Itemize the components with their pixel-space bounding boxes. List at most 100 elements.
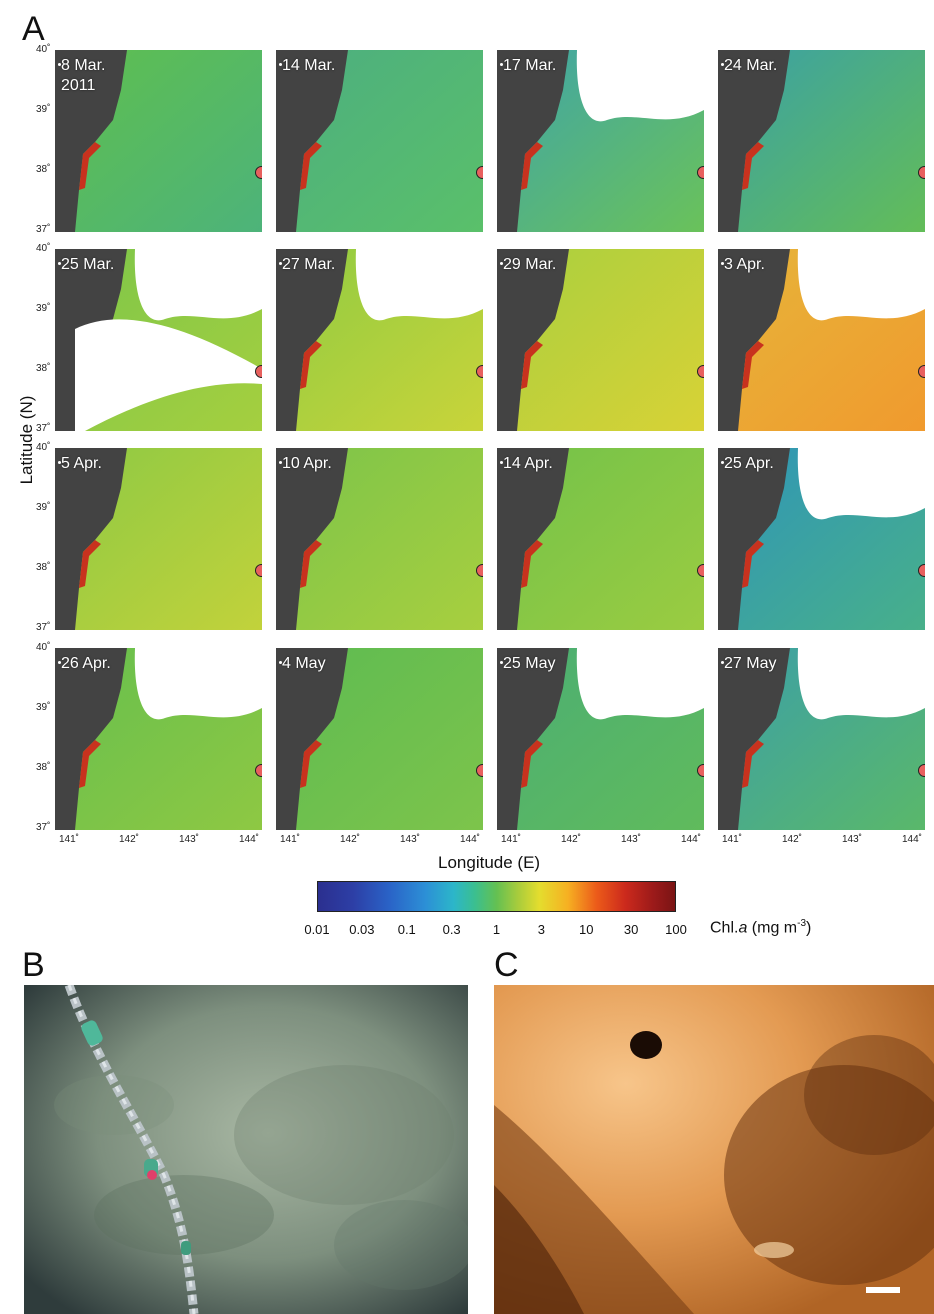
lat-tick-label: 37˚: [36, 822, 51, 833]
cloud-mask: [797, 448, 925, 520]
map-date-label: 5 Apr.: [58, 455, 102, 472]
lon-tick-label: 144˚: [681, 834, 702, 845]
chl-map: 27 May: [718, 648, 925, 830]
lat-tick-label: 38˚: [36, 363, 51, 374]
land-mask: [718, 648, 790, 830]
cloud-mask: [797, 648, 925, 720]
lon-tick-label: 142˚: [561, 834, 582, 845]
chl-map: 8 Mar. 2011: [55, 50, 262, 232]
station-marker: [255, 166, 262, 179]
lat-tick-label: 40˚: [36, 243, 51, 254]
land-mask: [276, 249, 348, 431]
colorbar-tick-label: 30: [623, 922, 639, 937]
map-date-label: 24 Mar.: [720, 57, 778, 74]
land-mask: [718, 448, 790, 630]
coastal-bloom: [521, 142, 543, 190]
coastal-bloom: [742, 142, 764, 190]
land-mask: [55, 448, 127, 630]
chl-map: 14 Mar.: [276, 50, 483, 232]
cloud-mask: [576, 648, 704, 720]
land-mask: [718, 249, 790, 431]
lon-tick-label: 144˚: [239, 834, 260, 845]
chl-map: 4 May: [276, 648, 483, 830]
station-marker: [918, 764, 925, 777]
lat-tick-label: 37˚: [36, 622, 51, 633]
map-date-label: 25 Mar.: [57, 256, 115, 273]
lat-tick-label: 38˚: [36, 164, 51, 175]
scale-bar: [866, 1287, 900, 1293]
station-marker: [476, 764, 483, 777]
land-mask: [497, 50, 569, 232]
coastal-bloom: [300, 540, 322, 588]
chl-map: 14 Apr.: [497, 448, 704, 630]
map-date-label: 14 Apr.: [500, 455, 553, 472]
coastal-bloom: [521, 341, 543, 389]
land-mask: [497, 448, 569, 630]
station-marker: [255, 365, 262, 378]
lon-tick-label: 142˚: [340, 834, 361, 845]
chl-map: 26 Apr.: [55, 648, 262, 830]
lon-tick-label: 141˚: [280, 834, 301, 845]
lat-tick-label: 39˚: [36, 702, 51, 713]
seafloor-photo: [24, 985, 468, 1314]
lat-tick-label: 38˚: [36, 562, 51, 573]
land-mask: [497, 249, 569, 431]
chl-map: 25 May: [497, 648, 704, 830]
station-marker: [918, 365, 925, 378]
chl-map: 24 Mar.: [718, 50, 925, 232]
map-date-label: 29 Mar.: [499, 256, 557, 273]
colorbar-tick-label: 0.3: [442, 922, 461, 937]
chl-map: 27 Mar.: [276, 249, 483, 431]
chl-map: 29 Mar.: [497, 249, 704, 431]
colorbar-tick-label: 0.03: [349, 922, 375, 937]
lat-tick-label: 39˚: [36, 104, 51, 115]
map-date-label: 4 May: [279, 655, 326, 672]
cloud-mask: [355, 249, 483, 321]
colorbar-tick-label: 100: [665, 922, 687, 937]
station-marker: [255, 764, 262, 777]
lon-tick-label: 144˚: [902, 834, 923, 845]
chl-map: 17 Mar.: [497, 50, 704, 232]
float-1: [81, 1020, 103, 1046]
lon-tick-label: 141˚: [59, 834, 80, 845]
coastal-bloom: [521, 540, 543, 588]
coastal-bloom: [79, 540, 101, 588]
map-date-label: 25 Apr.: [721, 455, 774, 472]
map-date-label: 27 May: [720, 655, 777, 672]
map-date-label: 8 Mar. 2011: [57, 57, 106, 94]
float-3: [147, 1170, 157, 1180]
lat-tick-label: 40˚: [36, 44, 51, 55]
microscope-photo: [494, 985, 934, 1314]
lon-tick-label: 143˚: [842, 834, 863, 845]
map-date-label: 26 Apr.: [58, 655, 111, 672]
lat-tick-label: 37˚: [36, 224, 51, 235]
lat-tick-label: 38˚: [36, 762, 51, 773]
land-mask: [276, 448, 348, 630]
lon-tick-label: 143˚: [621, 834, 642, 845]
land-mask: [276, 648, 348, 830]
station-marker: [255, 564, 262, 577]
x-axis-title: Longitude (E): [438, 853, 541, 872]
lat-tick-label: 39˚: [36, 303, 51, 314]
station-marker: [697, 564, 704, 577]
station-marker: [697, 365, 704, 378]
lon-tick-label: 142˚: [782, 834, 803, 845]
station-marker: [476, 365, 483, 378]
map-date-label: 10 Apr.: [279, 455, 332, 472]
lat-tick-label: 37˚: [36, 423, 51, 434]
panel-b-letter: B: [22, 946, 45, 984]
lon-tick-label: 143˚: [179, 834, 200, 845]
colorbar-tick-label: 0.1: [397, 922, 416, 937]
station-marker: [697, 166, 704, 179]
coastal-bloom: [742, 540, 764, 588]
map-date-label: 17 Mar.: [499, 57, 557, 74]
y-axis-title: Latitude (N): [17, 395, 36, 485]
float-4: [181, 1241, 191, 1255]
colorbar-unit: Chl.a (mg m-3): [710, 918, 812, 937]
cloud-mask: [134, 249, 262, 321]
colorbar-tick-label: 3: [537, 922, 545, 937]
panel-c-letter: C: [494, 946, 519, 984]
land-mask: [55, 50, 127, 232]
colorbar: [317, 881, 676, 912]
map-date-label: 25 May: [499, 655, 556, 672]
